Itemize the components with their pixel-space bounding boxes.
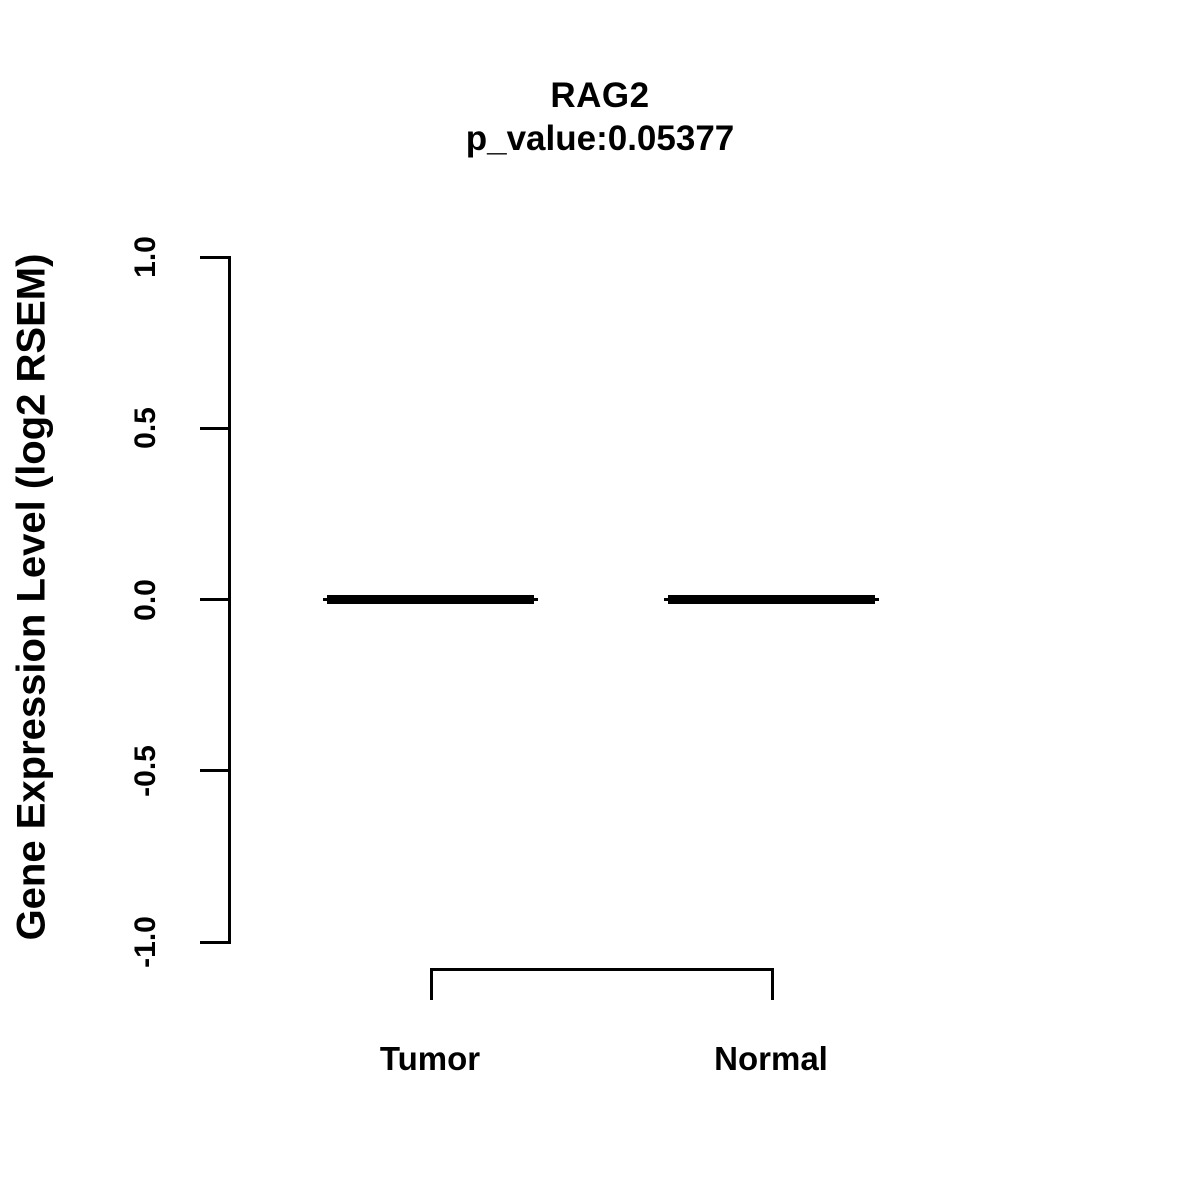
y-tick-label: 1.0 [129, 236, 162, 278]
y-tick [200, 769, 228, 773]
y-tick [200, 426, 228, 430]
y-tick-label: -1.0 [129, 916, 162, 968]
y-tick [200, 255, 228, 259]
chart-title: RAG2 [550, 76, 650, 115]
y-tick [200, 940, 228, 944]
comparison-bracket-horizontal [430, 968, 774, 971]
chart-subtitle: p_value:0.05377 [465, 119, 735, 158]
box-median-normal [667, 595, 875, 604]
comparison-bracket-left-tick [430, 968, 433, 1000]
y-tick [200, 598, 228, 601]
box-median-tumor [326, 595, 534, 604]
y-axis-line [228, 255, 231, 944]
y-tick-label: -0.5 [129, 744, 162, 797]
y-tick-label: 0.0 [129, 578, 162, 621]
comparison-bracket-right-tick [771, 968, 774, 1000]
y-axis-title: Gene Expression Level (log2 RSEM) [9, 253, 54, 941]
category-label-tumor: Tumor [379, 1040, 481, 1077]
category-label-normal: Normal [714, 1040, 828, 1077]
y-tick-label: 0.5 [129, 407, 162, 450]
